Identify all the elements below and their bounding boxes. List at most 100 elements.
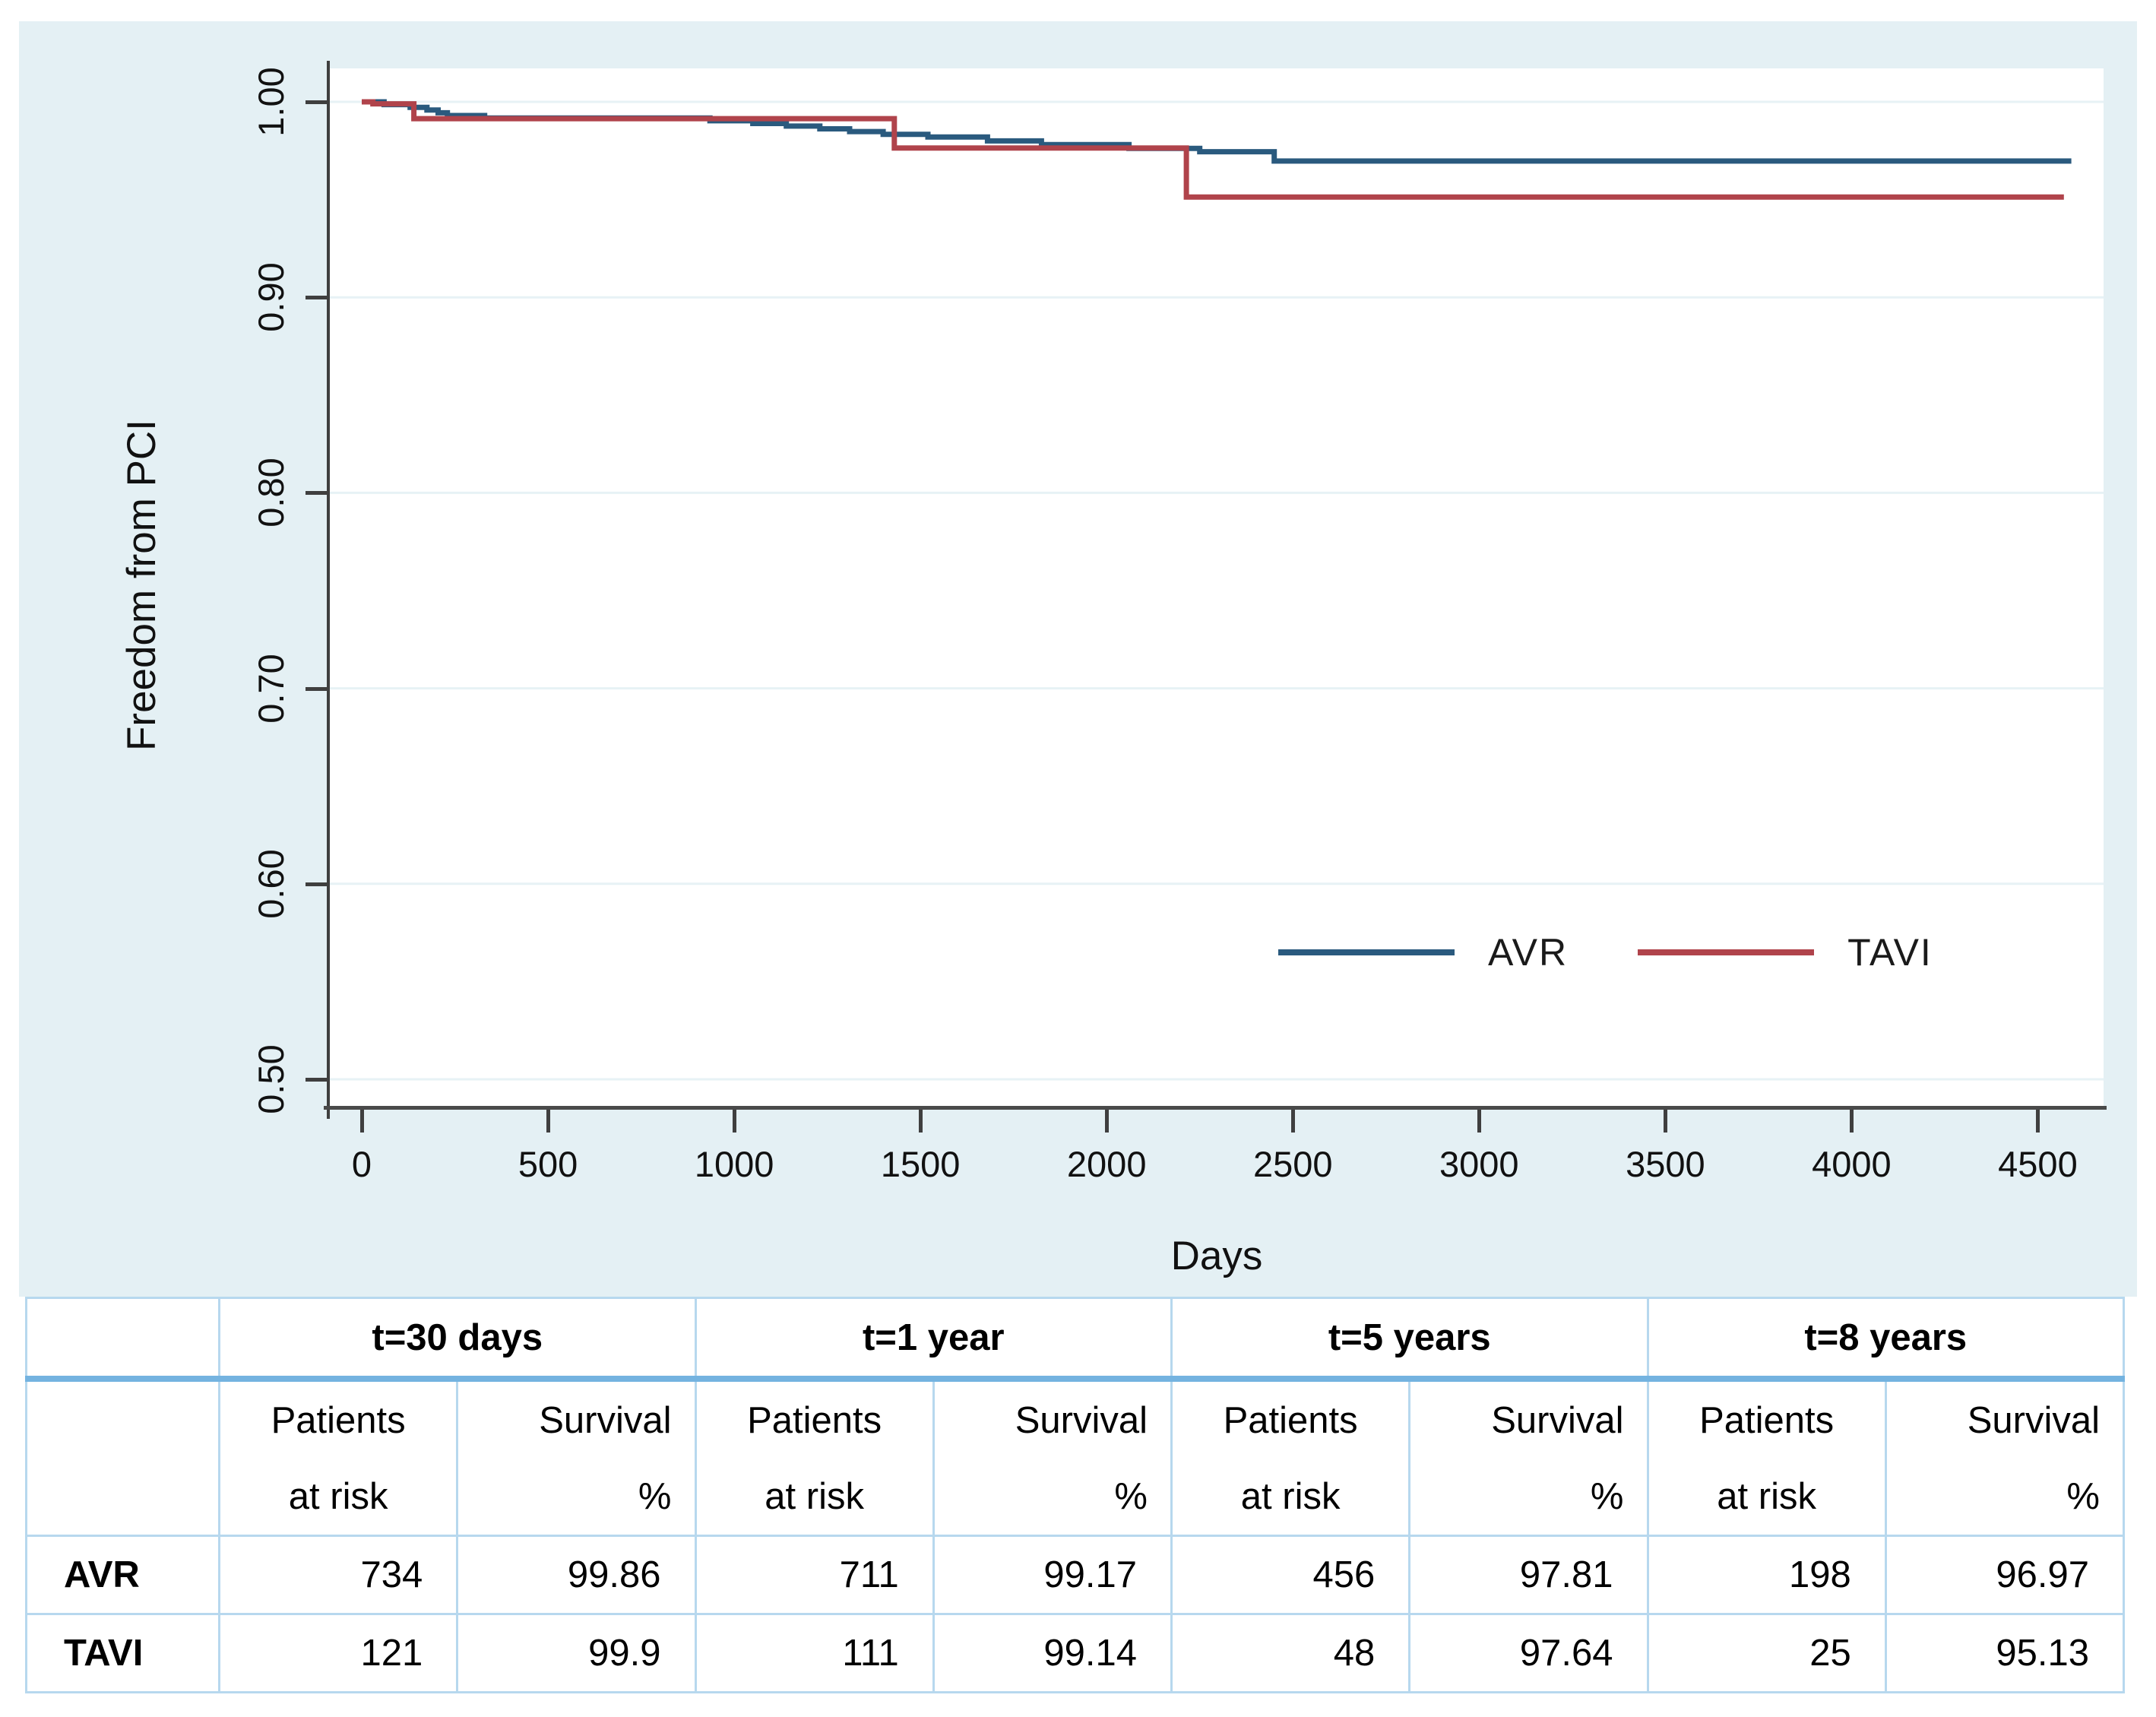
patients-at-risk-header: Patients at risk <box>217 1377 459 1537</box>
x-tick <box>2036 1110 2040 1133</box>
table-row-tavi: TAVI 121 99.9 111 99.14 48 97.64 25 95.13 <box>25 1613 2126 1693</box>
legend-label: AVR <box>1488 931 1569 974</box>
x-tick <box>733 1110 737 1133</box>
legend-item-tavi: TAVI <box>1638 930 1933 974</box>
plot-svg <box>330 99 2104 1081</box>
y-tick <box>306 882 327 886</box>
legend-line-swatch <box>1278 949 1455 955</box>
x-tick-label: 1000 <box>694 1144 774 1184</box>
value-cell: 97.64 <box>1408 1613 1649 1693</box>
survival-pct-header: Survival% <box>456 1377 697 1537</box>
subheader-line: Patients <box>1699 1399 1835 1441</box>
legend-item-avr: AVR <box>1278 930 1568 974</box>
curve-avr <box>362 99 2072 164</box>
value-cell: 99.9 <box>456 1613 697 1693</box>
x-tick <box>1291 1110 1296 1133</box>
survival-curves <box>362 99 2072 200</box>
legend-label: TAVI <box>1847 931 1933 974</box>
patients-at-risk-header: Patients at risk <box>694 1377 935 1537</box>
patients-at-risk-header: Patients at risk <box>1170 1377 1411 1537</box>
value-cell: 456 <box>1170 1535 1411 1615</box>
subheader-line: Survival <box>1015 1399 1148 1441</box>
subheader-line: Survival <box>1967 1399 2100 1441</box>
x-tick <box>919 1110 923 1133</box>
value-cell: 97.81 <box>1408 1535 1649 1615</box>
corner-cell <box>25 1297 220 1382</box>
x-axis-title: Days <box>1170 1234 1263 1278</box>
y-tick-label: 1.00 <box>250 67 291 137</box>
value-cell: 121 <box>217 1613 459 1693</box>
blank-cell <box>25 1377 220 1537</box>
value-cell: 111 <box>694 1613 935 1693</box>
table-row-avr: AVR 734 99.86 711 99.17 456 97.81 198 96.97 <box>25 1535 2126 1615</box>
value-cell: 711 <box>694 1535 935 1615</box>
x-tick <box>360 1110 364 1133</box>
y-axis-line <box>327 61 330 1119</box>
subheader-line: % <box>1590 1475 1624 1517</box>
legend-line-swatch <box>1638 949 1815 955</box>
x-tick-label: 2500 <box>1252 1144 1333 1184</box>
graph-region: 1.00 0.90 0.80 0.70 0.60 0.50 0 500 1000 1500 200… <box>19 21 2137 1297</box>
row-label: TAVI <box>25 1613 220 1693</box>
subheader-line: Survival <box>539 1399 672 1441</box>
x-tick-label: 1500 <box>880 1144 961 1184</box>
y-tick-label: 0.60 <box>250 849 291 919</box>
x-tick-label: 4000 <box>1812 1144 1892 1184</box>
value-cell: 99.17 <box>932 1535 1173 1615</box>
subheader-line: Patients <box>271 1399 406 1441</box>
x-tick <box>546 1110 551 1133</box>
subheader-line: at risk <box>1240 1475 1341 1517</box>
x-tick <box>1477 1110 1482 1133</box>
subheader-line: Patients <box>747 1399 882 1441</box>
y-tick <box>306 296 327 300</box>
subheader-line: at risk <box>765 1475 864 1517</box>
curve-tavi <box>362 99 2064 200</box>
row-label: AVR <box>25 1535 220 1615</box>
value-cell: 734 <box>217 1535 459 1615</box>
table-subheader-row: Patients at risk Survival% Patients at risk S… <box>25 1377 2126 1537</box>
value-cell: 96.97 <box>1884 1535 2126 1615</box>
x-tick-label: 3000 <box>1439 1144 1519 1184</box>
x-tick <box>1664 1110 1668 1133</box>
time-group-header: t=1 year <box>694 1297 1173 1382</box>
x-tick-label: 500 <box>518 1144 578 1184</box>
value-cell: 25 <box>1646 1613 1887 1693</box>
y-tick <box>306 100 327 104</box>
x-tick-label: 4500 <box>1998 1144 2078 1184</box>
subheader-line: at risk <box>288 1475 388 1517</box>
value-cell: 99.14 <box>932 1613 1173 1693</box>
plot-area: 1.00 0.90 0.80 0.70 0.60 0.50 0 500 1000 1500 200… <box>119 61 2107 1278</box>
x-tick-label: 3500 <box>1626 1144 1705 1184</box>
time-group-header: t=5 years <box>1170 1297 1649 1382</box>
y-tick-label: 0.90 <box>250 262 291 332</box>
value-cell: 198 <box>1646 1535 1887 1615</box>
y-tick-label: 0.80 <box>250 458 291 528</box>
y-tick <box>306 686 327 691</box>
x-tick <box>1850 1110 1854 1133</box>
y-tick-label: 0.70 <box>250 653 291 724</box>
subheader-line: % <box>638 1475 672 1517</box>
subheader-line: Patients <box>1223 1399 1358 1441</box>
x-tick-label: 0 <box>351 1144 372 1184</box>
x-tick <box>1105 1110 1110 1133</box>
value-cell: 99.86 <box>456 1535 697 1615</box>
legend: AVR TAVI <box>1278 926 2002 979</box>
survival-pct-header: Survival% <box>1408 1377 1649 1537</box>
subheader-line: % <box>1114 1475 1148 1517</box>
x-tick-label: 2000 <box>1066 1144 1147 1184</box>
value-cell: 95.13 <box>1884 1613 2126 1693</box>
y-tick <box>306 491 327 496</box>
subheader-line: Survival <box>1491 1399 1624 1441</box>
time-group-header: t=30 days <box>218 1297 697 1382</box>
y-axis-title: Freedom from PCI <box>119 420 164 751</box>
gridlines <box>330 100 2104 1081</box>
time-group-header: t=8 years <box>1646 1297 2125 1382</box>
table-header-row: t=30 days t=1 year t=5 years t=8 years <box>25 1297 2125 1382</box>
value-cell: 48 <box>1170 1613 1411 1693</box>
survival-pct-header: Survival% <box>932 1377 1173 1537</box>
risk-table: t=30 days t=1 year t=5 years t=8 years Patie… <box>25 1297 2126 1693</box>
y-tick <box>306 1078 327 1082</box>
subheader-line: % <box>2066 1475 2100 1517</box>
x-axis-line <box>324 1106 2107 1110</box>
patients-at-risk-header: Patients at risk <box>1646 1377 1887 1537</box>
